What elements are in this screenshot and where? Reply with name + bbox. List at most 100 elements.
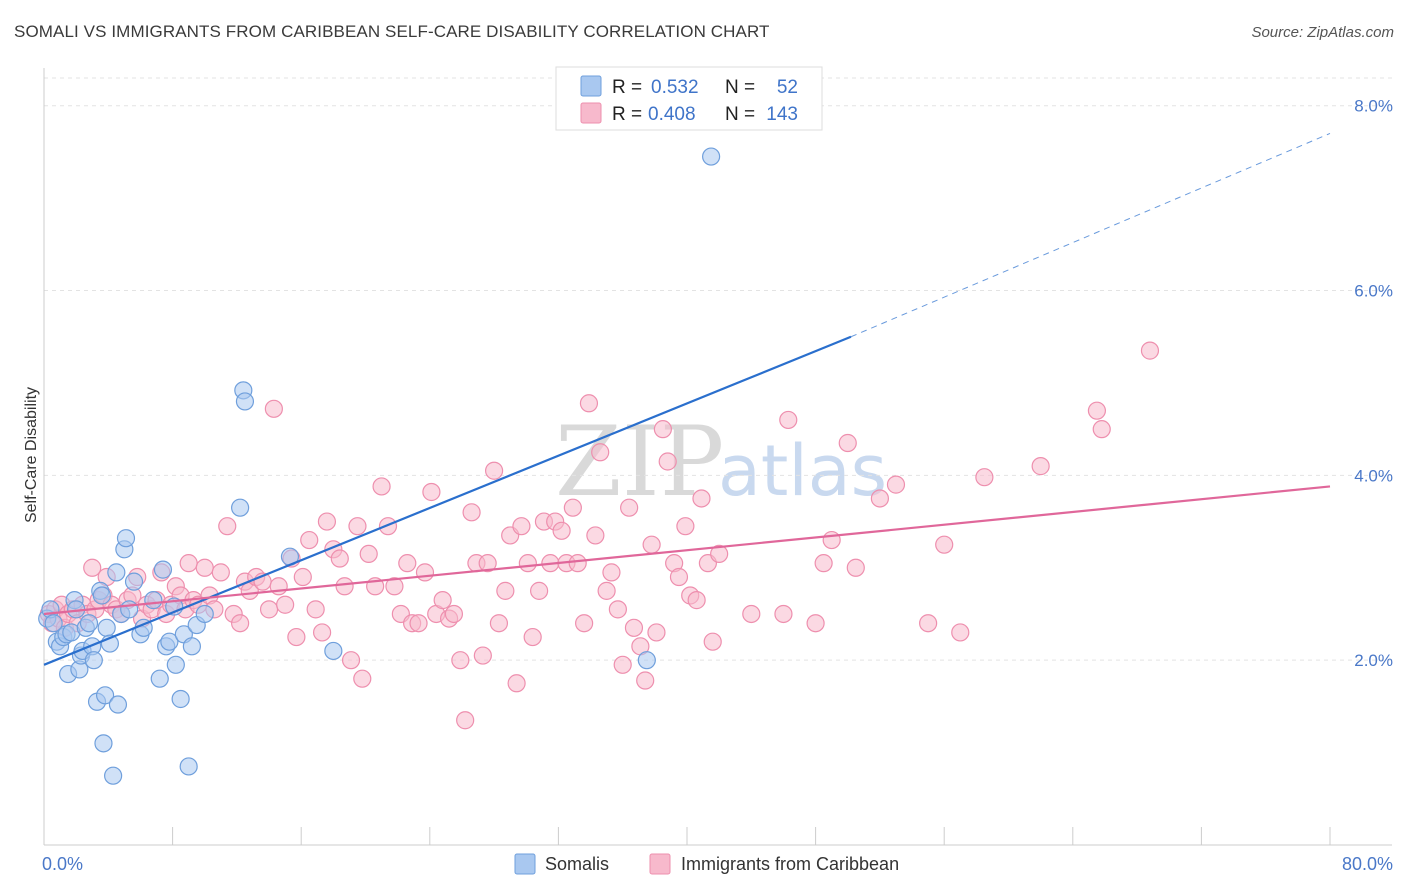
caribbean-point [195, 558, 214, 577]
caribbean-point [507, 674, 526, 693]
caribbean-point [300, 530, 319, 550]
caribbean-point [710, 544, 729, 564]
caribbean-point [433, 591, 452, 610]
watermark-atlas: atlas [718, 430, 887, 512]
somalis-point [104, 766, 123, 785]
somalis-point [108, 695, 128, 714]
somalis-trend-extension [850, 132, 1331, 338]
caribbean-point [919, 614, 938, 633]
caribbean-point [687, 591, 706, 610]
caribbean-point [636, 671, 655, 690]
legend-swatch-caribbean [580, 102, 602, 124]
caribbean-point [276, 595, 295, 614]
caribbean-point [676, 517, 695, 536]
somalis-point [171, 689, 190, 709]
legend-r-value: 0.408 [648, 104, 696, 125]
somalis-point [44, 614, 63, 633]
caribbean-point [341, 651, 361, 670]
caribbean-point [385, 577, 404, 596]
somalis-point [97, 618, 116, 637]
caribbean-point [530, 581, 549, 600]
caribbean-point [703, 632, 722, 651]
bottom-legend-label-caribbean: Immigrants from Caribbean [681, 854, 899, 874]
caribbean-point [1031, 457, 1050, 476]
caribbean-point [779, 410, 798, 430]
y-tick-label: 8.0% [1354, 97, 1393, 116]
caribbean-point [1140, 341, 1160, 360]
caribbean-point [647, 623, 666, 642]
somalis-point [92, 586, 111, 605]
somalis-point [166, 655, 185, 674]
caribbean-point [378, 517, 398, 536]
somalis-point [84, 651, 103, 670]
somalis-point [153, 560, 173, 579]
x-tick-label: 80.0% [1342, 854, 1393, 874]
caribbean-point [462, 503, 481, 522]
somalis-point [95, 686, 115, 705]
caribbean-point [624, 618, 644, 637]
caribbean-point [330, 549, 349, 568]
caribbean-point [935, 535, 954, 554]
series-legend: Somalis Immigrants from Caribbean [514, 853, 899, 875]
axes [43, 68, 1392, 846]
somalis-point [150, 669, 169, 688]
somalis-point [79, 614, 99, 633]
caribbean-point [591, 443, 610, 462]
caribbean-point [353, 669, 372, 688]
caribbean-point [409, 614, 428, 633]
caribbean-point [287, 627, 306, 647]
bottom-legend-swatch-caribbean [649, 853, 671, 875]
legend-n-value: 143 [766, 104, 798, 125]
caribbean-trend-line [43, 485, 1331, 616]
bottom-legend-swatch-somalis [514, 853, 536, 875]
caribbean-point [568, 554, 587, 573]
caribbean-point [552, 521, 571, 540]
somalis-point [179, 757, 198, 776]
caribbean-point [518, 554, 537, 573]
legend-r-label: R = [612, 77, 642, 98]
caribbean-point [335, 577, 354, 596]
tick-labels: 2.0% 4.0% 6.0% 8.0% 0.0% 80.0% [42, 97, 1393, 874]
correlation-legend: R = 0.532 N = 52 R = 0.408 N = 143 [555, 66, 823, 131]
somalis-point [116, 529, 136, 548]
caribbean-point [422, 482, 441, 502]
source-credit: Source: ZipAtlas.com [1251, 24, 1394, 41]
caribbean-point [231, 614, 250, 633]
legend-r-label: R = [612, 104, 642, 125]
caribbean-point [512, 517, 531, 536]
caribbean-point [264, 399, 283, 418]
caribbean-point [870, 489, 890, 508]
caribbean-point [451, 651, 470, 670]
caribbean-point [608, 600, 627, 619]
caribbean-point [312, 623, 332, 642]
somalis-point [107, 563, 126, 582]
y-tick-label: 2.0% [1354, 651, 1393, 670]
caribbean-point [602, 563, 621, 582]
caribbean-point [658, 452, 677, 471]
caribbean-point [372, 477, 391, 496]
y-tick-label: 6.0% [1354, 282, 1393, 301]
caribbean-point [1087, 401, 1107, 420]
caribbean-point [846, 558, 865, 577]
caribbean-point [575, 614, 594, 633]
caribbean-point [586, 526, 605, 545]
somalis-point [120, 600, 139, 619]
somalis-point [124, 572, 144, 591]
caribbean-point [742, 604, 761, 624]
legend-r-value: 0.532 [651, 77, 699, 98]
somalis-point [160, 632, 179, 651]
caribbean-point [478, 554, 497, 573]
caribbean-point [806, 614, 825, 633]
somalis-trend-line [43, 335, 852, 666]
legend-swatch-somalis [580, 75, 602, 97]
caribbean-point [398, 554, 417, 573]
chart-title: SOMALI VS IMMIGRANTS FROM CARIBBEAN SELF… [14, 22, 770, 41]
legend-n-label: N = [725, 77, 755, 98]
caribbean-point [496, 581, 515, 600]
x-tick-label: 0.0% [42, 854, 83, 874]
caribbean-point [489, 614, 509, 633]
legend-n-value: 52 [777, 77, 798, 98]
caribbean-point [306, 600, 325, 619]
caribbean-point [218, 517, 237, 536]
caribbean-point [317, 512, 337, 531]
